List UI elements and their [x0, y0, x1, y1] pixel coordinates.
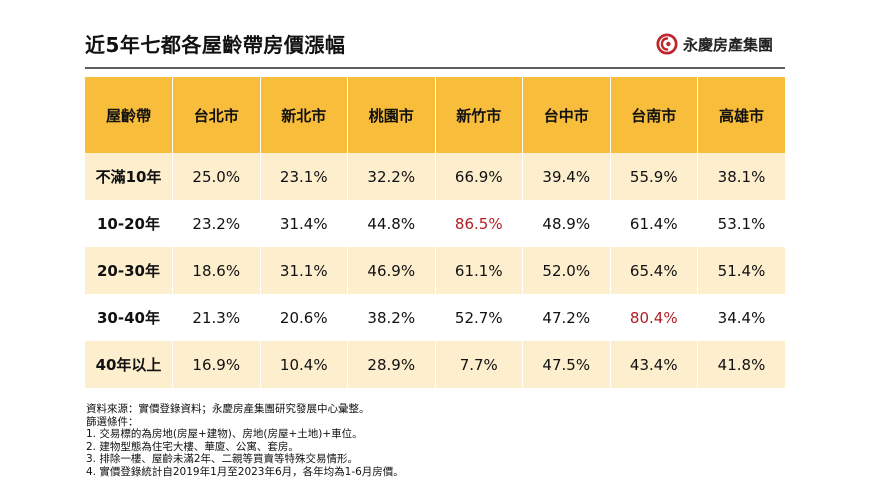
brand-name: 永慶房產集團	[682, 35, 773, 54]
value-cell: 25.0%	[172, 153, 260, 200]
table-row: 20-30年 18.6% 31.1% 46.9% 61.1% 52.0% 65.4% 51.4…	[85, 247, 785, 294]
column-header-city: 新竹市	[434, 77, 523, 153]
column-header-city: 台南市	[609, 77, 698, 153]
value-cell: 38.2%	[347, 294, 435, 341]
column-header-city: 台北市	[172, 77, 260, 153]
value-cell: 32.2%	[347, 153, 435, 200]
filter-note: 4. 實價登錄統計自2019年1月至2023年6月，各年均為1-6月房價。	[86, 465, 404, 478]
price-change-table: 屋齡帶 台北市 新北市 桃園市 新竹市 台中市 台南市 高雄市 不滿10年 25.0% 23.1%…	[85, 77, 785, 388]
table-header-row: 屋齡帶 台北市 新北市 桃園市 新竹市 台中市 台南市 高雄市	[85, 77, 785, 153]
title-divider	[85, 67, 785, 69]
filter-note: 3. 排除一樓、屋齡未滿2年、二親等買賣等特殊交易情形。	[86, 453, 359, 466]
source-note: 資料來源：實價登錄資料；永慶房產集團研究發展中心彙整。	[86, 403, 370, 415]
value-cell: 7.7%	[434, 341, 523, 388]
value-cell: 34.4%	[697, 294, 785, 341]
value-cell: 48.9%	[522, 200, 610, 247]
brand-logo: 永慶房產集團	[656, 33, 773, 55]
column-header-age-band: 屋齡帶	[85, 77, 173, 153]
value-cell: 18.6%	[172, 247, 260, 294]
value-cell: 51.4%	[697, 247, 785, 294]
value-cell: 31.4%	[259, 200, 348, 247]
table-row: 不滿10年 25.0% 23.1% 32.2% 66.9% 39.4% 55.9% 38.1%	[85, 153, 785, 200]
column-header-city: 台中市	[522, 77, 610, 153]
value-cell: 66.9%	[434, 153, 523, 200]
column-header-city: 高雄市	[697, 77, 785, 153]
value-cell: 43.4%	[609, 341, 698, 388]
highlighted-value-cell: 86.5%	[434, 200, 523, 247]
value-cell: 23.1%	[259, 153, 348, 200]
value-cell: 52.0%	[522, 247, 610, 294]
row-label-age-band: 20-30年	[85, 247, 173, 294]
value-cell: 44.8%	[347, 200, 435, 247]
column-header-city: 新北市	[259, 77, 348, 153]
value-cell: 16.9%	[172, 341, 260, 388]
row-label-age-band: 40年以上	[85, 341, 173, 388]
value-cell: 61.1%	[434, 247, 523, 294]
yungching-logo-icon	[656, 33, 678, 55]
value-cell: 41.8%	[697, 341, 785, 388]
value-cell: 21.3%	[172, 294, 260, 341]
row-label-age-band: 10-20年	[85, 200, 173, 247]
highlighted-value-cell: 80.4%	[609, 294, 698, 341]
value-cell: 10.4%	[259, 341, 348, 388]
value-cell: 61.4%	[609, 200, 698, 247]
value-cell: 46.9%	[347, 247, 435, 294]
table-row: 10-20年 23.2% 31.4% 44.8% 86.5% 48.9% 61.4% 53.1…	[85, 200, 785, 247]
filter-note: 1. 交易標的為房地(房屋+建物)、房地(房屋+土地)+車位。	[86, 428, 363, 441]
page-title: 近5年七都各屋齡帶房價漲幅	[85, 33, 346, 57]
row-label-age-band: 30-40年	[85, 294, 173, 341]
value-cell: 52.7%	[434, 294, 523, 341]
value-cell: 39.4%	[522, 153, 610, 200]
filter-note: 2. 建物型態為住宅大樓、華廈、公寓、套房。	[86, 440, 299, 453]
table-row: 40年以上 16.9% 10.4% 28.9% 7.7% 47.5% 43.4% 41.8%	[85, 341, 785, 388]
value-cell: 55.9%	[609, 153, 698, 200]
footnotes: 資料來源：實價登錄資料；永慶房產集團研究發展中心彙整。 篩選條件： 1. 交易標的為…	[86, 403, 404, 479]
value-cell: 65.4%	[609, 247, 698, 294]
value-cell: 23.2%	[172, 200, 260, 247]
value-cell: 47.2%	[522, 294, 610, 341]
table-body: 不滿10年 25.0% 23.1% 32.2% 66.9% 39.4% 55.9% 38.1%…	[85, 153, 785, 388]
table-row: 30-40年 21.3% 20.6% 38.2% 52.7% 47.2% 80.4% 34.4…	[85, 294, 785, 341]
value-cell: 47.5%	[522, 341, 610, 388]
value-cell: 38.1%	[697, 153, 785, 200]
value-cell: 53.1%	[697, 200, 785, 247]
value-cell: 31.1%	[259, 247, 348, 294]
filter-note: 篩選條件：	[86, 415, 139, 428]
value-cell: 28.9%	[347, 341, 435, 388]
row-label-age-band: 不滿10年	[85, 153, 173, 200]
value-cell: 20.6%	[259, 294, 348, 341]
column-header-city: 桃園市	[347, 77, 435, 153]
